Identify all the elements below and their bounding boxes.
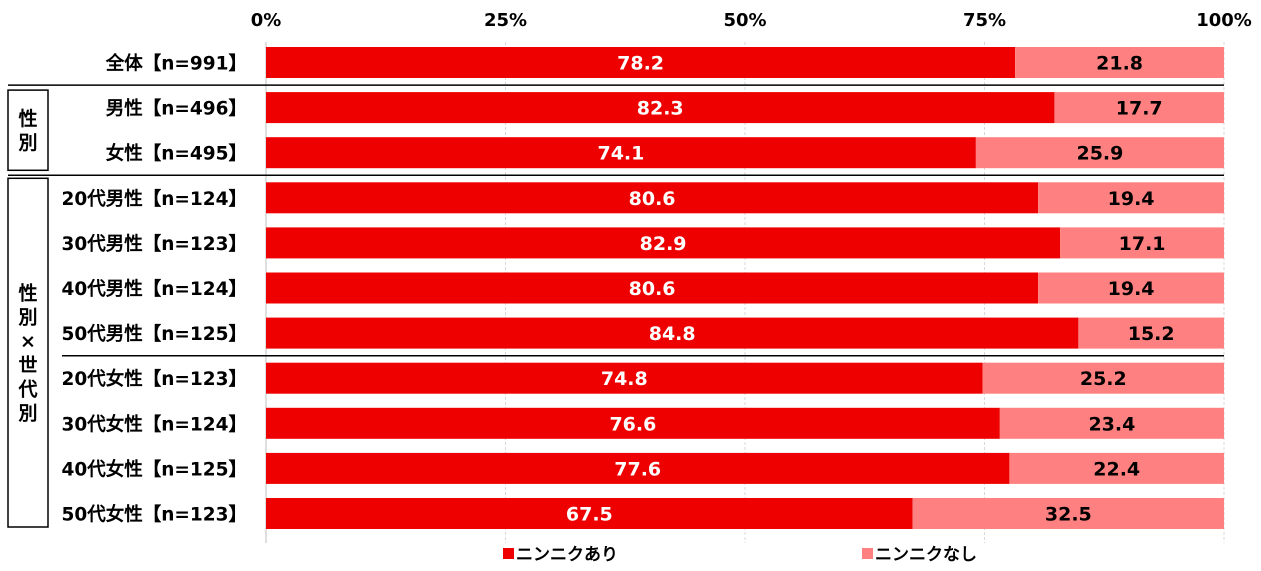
bar-segment-nashi (1009, 452, 1224, 484)
data-label: 78.2 (617, 53, 664, 75)
category-labels: 全体【n=991】男性【n=496】女性【n=495】 20代男性【n=124】 3… (61, 53, 247, 526)
bar-segment-nashi (1078, 317, 1224, 349)
bar-segment-nashi (982, 362, 1224, 394)
data-label: 32.5 (1045, 504, 1092, 526)
x-axis-ticks: 0% 25% 50% 75% 100% (251, 10, 1252, 31)
bar-segment-nashi (975, 137, 1224, 169)
bar-segment-ari (266, 452, 1010, 484)
data-label: 67.5 (566, 504, 613, 526)
data-label: 84.8 (649, 323, 696, 345)
legend-label: ニンニクあり (516, 545, 618, 565)
category-label: 女性【n=495】 (106, 143, 247, 165)
category-label: 20代男性【n=124】 (61, 188, 247, 210)
x-tick-label: 0% (251, 10, 282, 31)
bar-segment-ari (266, 182, 1039, 214)
data-label: 74.1 (597, 143, 644, 165)
category-label: 全体【n=991】 (105, 53, 247, 75)
bars: 78.2 21.8 82.3 17.7 74.1 25.9 80.6 19.4 82.9 17.1… (266, 47, 1224, 529)
data-label: 74.8 (601, 368, 648, 390)
data-label: 25.9 (1076, 143, 1123, 165)
category-label: 50代女性【n=123】 (61, 504, 247, 526)
category-label: 30代男性【n=123】 (61, 233, 247, 255)
bar-segment-ari (266, 47, 1016, 78)
bar-segment-nashi (999, 407, 1224, 439)
bar-segment-nashi (1015, 47, 1224, 78)
separators (8, 84, 1224, 357)
category-label: 40代女性【n=125】 (61, 458, 247, 480)
bar-segment-nashi (1038, 272, 1224, 304)
data-label: 82.9 (640, 233, 687, 255)
data-label: 17.1 (1119, 233, 1166, 255)
legend: ニンニクあり ニンニクなし (503, 545, 977, 565)
data-label: 15.2 (1128, 323, 1175, 345)
data-label: 19.4 (1108, 188, 1155, 210)
legend-swatch (503, 548, 514, 559)
group-label: 性別 (18, 107, 37, 154)
data-label: 80.6 (629, 188, 676, 210)
data-label: 77.6 (614, 458, 661, 480)
bar-segment-ari (266, 137, 976, 169)
data-label: 21.8 (1096, 53, 1143, 75)
x-tick-label: 100% (1196, 10, 1252, 31)
category-label: 男性【n=496】 (106, 98, 247, 120)
bar-segment-nashi (1060, 227, 1224, 259)
data-label: 25.2 (1080, 368, 1127, 390)
bar-segment-ari (266, 407, 1000, 439)
group-box (7, 177, 49, 528)
bar-segment-ari (266, 362, 983, 394)
bar-segment-nashi (1038, 182, 1224, 214)
bar-segment-ari (266, 92, 1055, 124)
data-label: 80.6 (629, 278, 676, 300)
x-tick-label: 50% (723, 10, 766, 31)
bar-segment-ari (266, 272, 1039, 304)
bar-segment-ari (266, 498, 913, 529)
x-tick-label: 25% (484, 10, 527, 31)
group-box (7, 89, 49, 172)
bar-segment-ari (266, 227, 1061, 259)
group-label: 性別×世代別 (17, 282, 37, 425)
bar-segment-nashi (1054, 92, 1224, 124)
data-label: 19.4 (1108, 278, 1155, 300)
data-label: 22.4 (1093, 458, 1140, 480)
legend-swatch (862, 548, 873, 559)
category-label: 40代男性【n=124】 (61, 278, 247, 300)
data-label: 17.7 (1116, 98, 1163, 120)
bar-segment-ari (266, 317, 1079, 349)
bar-segment-nashi (912, 498, 1224, 529)
x-tick-label: 75% (963, 10, 1006, 31)
data-label: 76.6 (609, 413, 656, 435)
category-label: 50代男性【n=125】 (61, 323, 247, 345)
legend-label: ニンニクなし (875, 545, 977, 565)
category-label: 20代女性【n=123】 (61, 368, 247, 390)
data-label: 82.3 (637, 98, 684, 120)
category-label: 30代女性【n=124】 (61, 413, 247, 435)
data-label: 23.4 (1088, 413, 1135, 435)
